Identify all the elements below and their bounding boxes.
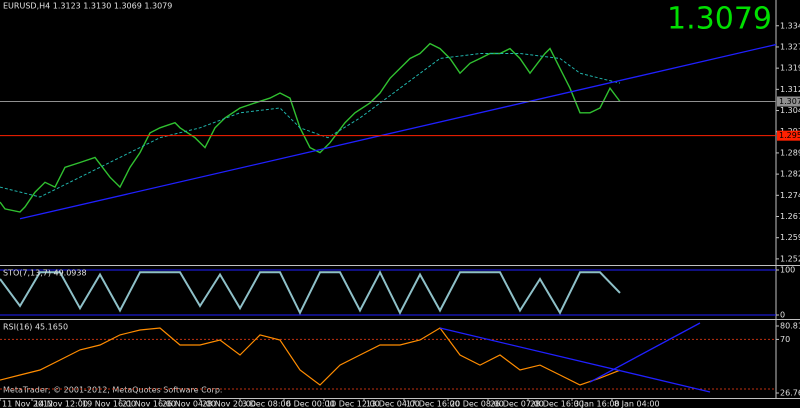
y-tick-label: 1.3272 [780,42,800,51]
series-line [439,327,711,393]
price-label-box [777,96,800,107]
series-line [589,322,701,383]
y-tick-label: 1.2672 [780,212,800,221]
chart-title: EURUSD,H4 1.3123 1.3130 1.3069 1.3079 [3,2,172,11]
x-tick-label: 10 Dec 12:00 [326,400,380,408]
x-tick-label: 26 Dec 07:00 [490,400,544,408]
y-tick-label: 70 [780,335,790,344]
x-tick-label: 13 Dec 04:00 [366,400,420,408]
y-tick-label: 1.2822 [780,170,800,179]
x-tick-label: 3 Dec 08:00 [242,400,291,408]
copyright: MetaTrader, © 2001-2012, MetaQuotes Soft… [3,386,222,395]
x-tick-label: 6 Dec 00:00 [286,400,335,408]
x-tick-label: 28 Nov 20:00 [202,400,256,408]
series-line [19,43,776,220]
y-tick-label: 1.2897 [780,148,800,157]
y-tick-label: 1.3047 [780,106,800,115]
price-label-box [777,130,800,141]
x-tick-label: 19 Nov 16:00 [82,400,136,408]
y-tick-label: 1.3347 [780,21,800,30]
x-tick-label: 28 Dec 16:00 [530,400,584,408]
pane [0,269,776,316]
x-tick-label: 3 Jan 16:00 [574,400,620,408]
y-tick-label: 100 [780,266,795,275]
price-label: 1.2958 [779,131,800,140]
y-tick-label: 0 [780,311,785,320]
pane [0,322,776,393]
x-tick-label: 26 Nov 04:00 [162,400,216,408]
y-tick-label: 1.2747 [780,191,800,200]
x-tick-label: 14 Nov 12:00 [34,400,88,408]
x-tick-label: 11 Nov 2012 [2,400,53,408]
x-tick-label: 20 Dec 08:00 [450,400,504,408]
x-tick-label: 17 Dec 16:00 [406,400,460,408]
x-tick-label: 21 Nov 16:00 [122,400,176,408]
y-tick-label: 80.8156 [780,322,800,331]
indicator-label: RSI(16) 45.1650 [3,323,68,332]
y-tick-label: 26.7678 [780,389,800,398]
price-label: 1.3079 [779,97,800,106]
pane [0,42,776,220]
y-tick-label: 1.2522 [780,254,800,263]
y-tick-label: 1.3122 [780,85,800,94]
series-line [0,42,621,213]
y-tick-label: 1.2597 [780,233,800,242]
series-line [0,327,621,386]
indicator-label: STO(7,13,7) 49.0938 [3,269,87,278]
series-line [0,53,621,198]
y-tick-label: 1.3197 [780,64,800,73]
series-line [0,270,621,316]
last-price: 1.3079 [667,2,772,37]
x-tick-label: 8 Jan 04:00 [614,400,660,408]
